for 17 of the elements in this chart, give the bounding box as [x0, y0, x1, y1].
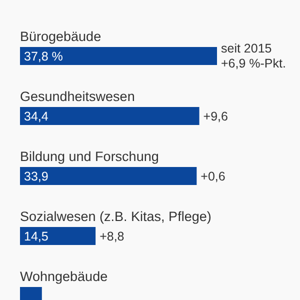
data-label: 14,5 [24, 230, 48, 244]
y-tick-label: Bürogebäude [20, 29, 102, 44]
annotation: seit 2015 +6,9 %-Pkt. [221, 42, 286, 70]
bar [20, 167, 197, 185]
annotation: +0,6 [200, 170, 226, 184]
bar [20, 47, 217, 65]
annotation: +8,8 [100, 230, 124, 244]
data-label: 34,4 [24, 110, 48, 124]
y-tick-label: Gesundheitswesen [20, 89, 135, 104]
bar [20, 107, 200, 125]
bar [20, 227, 96, 245]
annotation: +9,6 [203, 110, 228, 124]
y-tick-label: Wohngebäude [20, 269, 108, 284]
y-tick-label: Bildung und Forschung [20, 149, 159, 164]
y-tick-label: Sozialwesen (z.B. Kitas, Pflege) [20, 209, 212, 224]
data-label: 37,8 % [24, 50, 63, 64]
data-label: 33,9 [24, 170, 48, 184]
